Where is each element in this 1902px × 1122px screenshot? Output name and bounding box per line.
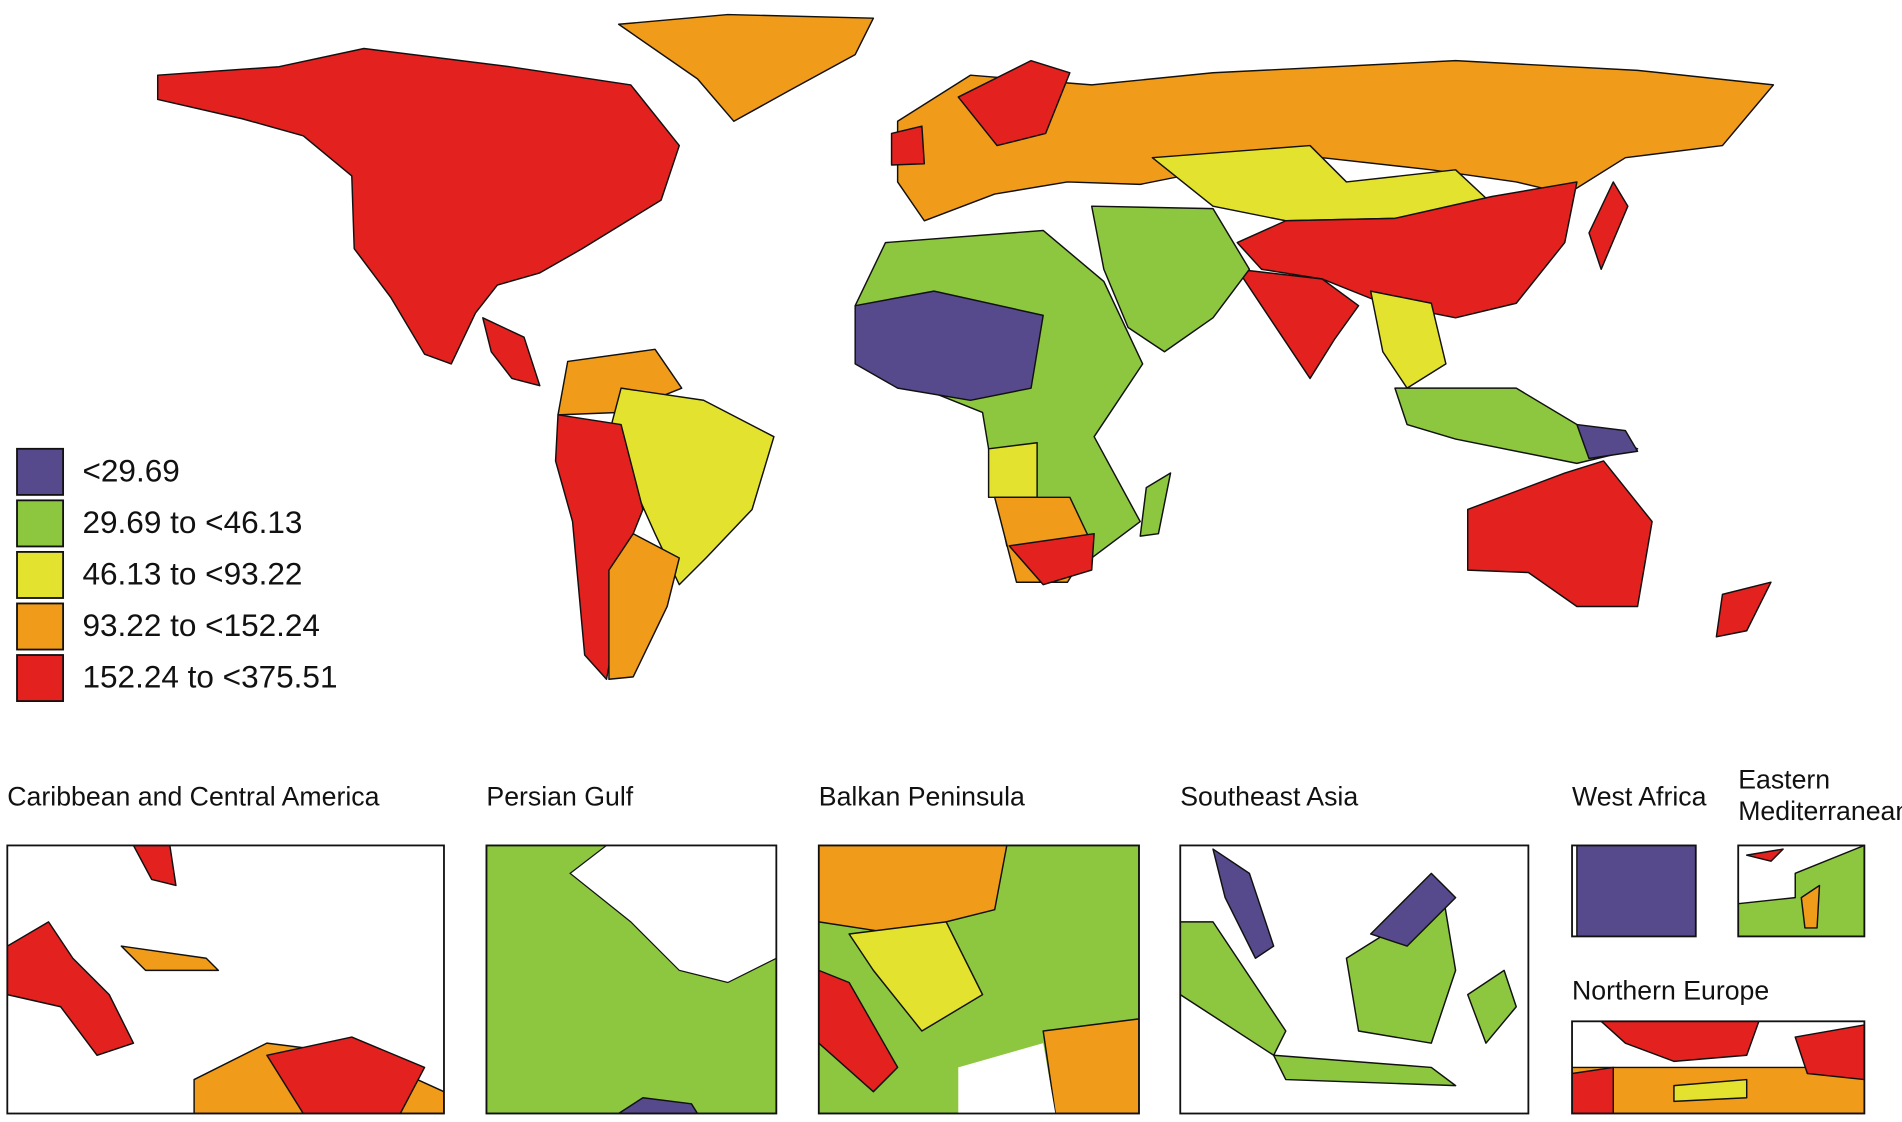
legend-swatch xyxy=(16,499,65,548)
legend-label: 29.69 to <46.13 xyxy=(83,504,303,540)
legend-label: 46.13 to <93.22 xyxy=(83,555,303,591)
new-guinea xyxy=(1576,423,1639,460)
west-africa xyxy=(854,290,1044,402)
inset-title: Mediterranean xyxy=(1738,796,1902,826)
inset-frame xyxy=(1179,844,1530,1115)
region xyxy=(1576,845,1696,937)
inset-eastern-mediterranean xyxy=(1738,845,1865,937)
inset-persian-gulf xyxy=(486,845,777,1114)
scandinavia xyxy=(957,59,1071,147)
region xyxy=(1272,1054,1457,1087)
region xyxy=(1600,1021,1760,1063)
region xyxy=(7,921,135,1057)
region xyxy=(1794,1024,1865,1081)
inset-title: Northern Europe xyxy=(1572,975,1769,1005)
madagascar xyxy=(1139,472,1172,537)
andes xyxy=(554,414,644,680)
region xyxy=(1738,845,1865,937)
argentina xyxy=(608,532,681,680)
inset-frame xyxy=(1571,844,1697,938)
sea xyxy=(958,1043,1056,1114)
middle-east xyxy=(1090,205,1251,353)
region xyxy=(120,945,220,972)
inset-frame xyxy=(1571,1020,1866,1115)
inset-frame xyxy=(1737,844,1866,938)
inset-frame xyxy=(817,844,1140,1115)
new-zealand xyxy=(1715,581,1772,638)
gulf xyxy=(569,845,777,984)
inset-title: Southeast Asia xyxy=(1180,781,1358,811)
inset-title: Persian Gulf xyxy=(486,781,633,811)
mainland-southeast-asia xyxy=(1369,290,1447,389)
region xyxy=(1466,969,1517,1044)
greenland xyxy=(617,13,875,123)
inset-title: West Africa xyxy=(1572,781,1707,811)
inset-northern-europe xyxy=(1572,1021,1865,1114)
legend-label: 152.24 to <375.51 xyxy=(83,659,338,695)
region xyxy=(1745,848,1784,862)
inset-southeast-asia xyxy=(1180,848,1517,1087)
legend-swatch xyxy=(16,602,65,651)
legend-swatch xyxy=(16,550,65,599)
south-africa xyxy=(1008,532,1095,586)
inset-balkan xyxy=(818,845,1140,1114)
region xyxy=(1212,848,1275,959)
region xyxy=(848,921,984,1032)
legend-label: <29.69 xyxy=(83,452,180,488)
region xyxy=(1042,1018,1140,1114)
region xyxy=(1369,872,1457,947)
region xyxy=(617,1097,699,1114)
region xyxy=(266,1036,426,1114)
region xyxy=(132,845,177,887)
region xyxy=(1800,884,1821,929)
inset-west-africa xyxy=(1576,845,1696,937)
region xyxy=(1180,921,1287,1057)
australia xyxy=(1466,460,1653,608)
legend: <29.69 29.69 to <46.13 46.13 to <93.22 93.2… xyxy=(16,447,338,703)
legend-swatch xyxy=(16,447,65,496)
inset-title: Balkan Peninsula xyxy=(819,781,1025,811)
inset-title: Eastern xyxy=(1738,764,1830,794)
legend-label: 93.22 to <152.24 xyxy=(83,607,320,643)
central-america xyxy=(482,317,541,387)
japan xyxy=(1588,181,1629,271)
north-america xyxy=(156,47,681,365)
region xyxy=(1673,1078,1748,1103)
britain xyxy=(890,125,926,166)
insets: Caribbean and Central America Persian Gul… xyxy=(6,764,1902,1115)
world-map xyxy=(156,13,1775,680)
inset-frame xyxy=(485,844,778,1115)
inset-title: Caribbean and Central America xyxy=(7,781,379,811)
india xyxy=(1236,268,1360,380)
angola xyxy=(987,442,1038,499)
legend-swatch xyxy=(16,654,65,703)
region xyxy=(818,969,899,1093)
region xyxy=(1572,1066,1615,1114)
africa xyxy=(854,229,1144,571)
inset-caribbean xyxy=(7,845,444,1114)
inset-frame xyxy=(6,844,445,1115)
china xyxy=(1236,181,1578,319)
